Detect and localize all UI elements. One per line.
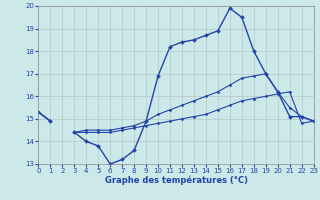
X-axis label: Graphe des températures (°C): Graphe des températures (°C) bbox=[105, 176, 247, 185]
